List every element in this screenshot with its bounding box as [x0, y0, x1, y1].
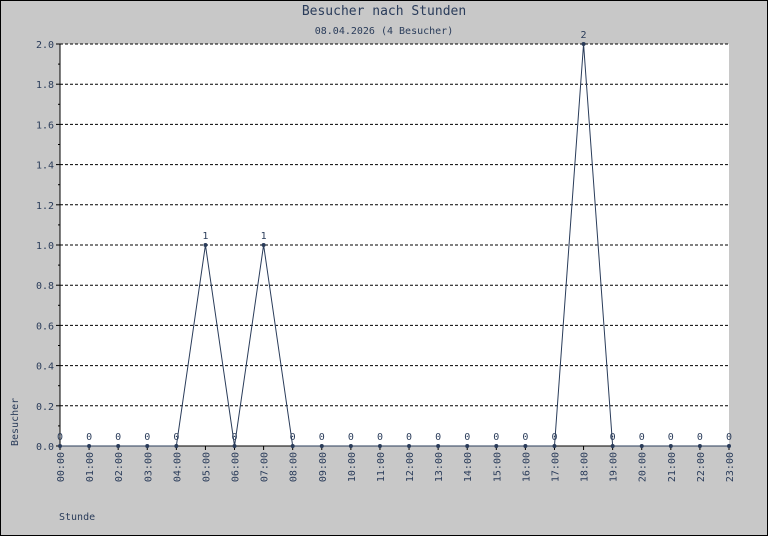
data-label: 0 [232, 432, 238, 443]
x-tick-label: 21:00 [667, 452, 678, 482]
data-point [348, 444, 353, 448]
data-label: 1 [261, 231, 267, 242]
data-label: 0 [551, 432, 557, 443]
y-ticks: 0.0 0.2 0.4 0.6 0.8 1.0 1.2 1.4 1.6 1.8 2.0 [36, 40, 54, 453]
x-tick-label: 06:00 [231, 452, 242, 482]
data-point [377, 444, 382, 448]
data-point [87, 444, 92, 448]
data-label: 0 [377, 432, 383, 443]
y-tick-label: 0.8 [36, 281, 54, 292]
x-tick-label: 17:00 [550, 452, 561, 482]
series-line [60, 43, 729, 447]
x-tick-label: 05:00 [201, 452, 212, 482]
data-point [203, 243, 208, 247]
x-tick-label: 03:00 [143, 452, 154, 482]
data-point [290, 444, 295, 448]
data-label: 0 [464, 432, 470, 443]
data-label: 0 [319, 432, 325, 443]
data-point [116, 444, 121, 448]
x-tick-label: 02:00 [114, 452, 125, 482]
x-tick-label: 23:00 [725, 452, 736, 482]
x-tick-label: 07:00 [260, 452, 271, 482]
data-label: 0 [435, 432, 441, 443]
data-label: 0 [57, 432, 63, 443]
y-tick-label: 1.2 [36, 201, 54, 212]
y-axis-label: Besucher [10, 398, 21, 446]
data-label: 0 [522, 432, 528, 443]
x-tick-label: 15:00 [492, 452, 503, 482]
data-label: 0 [173, 432, 179, 443]
data-point [610, 444, 615, 448]
data-label: 0 [697, 432, 703, 443]
y-tick-label: 0.6 [36, 321, 54, 332]
data-point [552, 444, 557, 448]
data-point [639, 444, 644, 448]
data-label: 2 [581, 30, 587, 41]
y-tick-label: 1.8 [36, 80, 54, 91]
y-tick-label: 1.4 [36, 161, 54, 172]
x-tick-label: 04:00 [172, 452, 183, 482]
x-tick-label: 14:00 [463, 452, 474, 482]
data-label: 0 [86, 432, 92, 443]
x-tick-label: 10:00 [347, 452, 358, 482]
data-point [436, 444, 441, 448]
data-label: 1 [202, 231, 208, 242]
chart-title: Besucher nach Stunden [301, 4, 467, 19]
x-tick-label: 01:00 [85, 452, 96, 482]
data-point [697, 444, 702, 448]
data-label: 0 [348, 432, 354, 443]
data-point [523, 444, 528, 448]
data-label: 0 [144, 432, 150, 443]
data-point [58, 444, 62, 448]
chart-subtitle: 08.04.2026 (4 Besucher) [314, 26, 454, 37]
data-point [727, 444, 731, 448]
data-point [261, 243, 266, 247]
x-tick-label: 08:00 [289, 452, 300, 482]
x-axis-label: Stunde [59, 512, 95, 523]
x-tick-label: 22:00 [696, 452, 707, 482]
data-label: 0 [406, 432, 412, 443]
x-tick-label: 19:00 [609, 452, 620, 482]
y-tick-label: 1.0 [36, 241, 54, 252]
x-tick-label: 16:00 [521, 452, 532, 482]
y-tick-label: 2.0 [36, 40, 54, 51]
y-tick-label: 0.4 [36, 362, 54, 373]
data-label: 0 [639, 432, 645, 443]
data-label: 0 [493, 432, 499, 443]
data-label: 0 [115, 432, 121, 443]
x-tick-label: 00:00 [56, 452, 67, 482]
x-tick-label: 20:00 [638, 452, 649, 482]
data-label: 0 [290, 432, 296, 443]
data-point [232, 444, 237, 448]
x-tick-label: 12:00 [405, 452, 416, 482]
y-tick-label: 0.2 [36, 402, 54, 413]
data-points [58, 42, 731, 448]
data-label: 0 [726, 432, 732, 443]
x-tick-label: 18:00 [580, 452, 591, 482]
gridlines [60, 43, 729, 407]
data-point [668, 444, 673, 448]
x-tick-label: 09:00 [318, 452, 329, 482]
y-tick-label: 0.0 [36, 442, 54, 453]
data-point [174, 444, 179, 448]
x-ticks: 00:00 01:00 02:00 03:00 04:00 05:00 06:00 07:00… [56, 452, 736, 482]
x-tick-label: 11:00 [376, 452, 387, 482]
data-point [319, 444, 324, 448]
data-point [494, 444, 499, 448]
data-labels: 0 0 0 0 0 1 0 1 0 0 0 0 0 0 0 0 0 0 2 0 0 0 0 0 [57, 30, 732, 443]
x-tick-label: 13:00 [434, 452, 445, 482]
data-point [465, 444, 470, 448]
data-label: 0 [610, 432, 616, 443]
data-point [581, 42, 586, 46]
data-label: 0 [668, 432, 674, 443]
data-point [145, 444, 150, 448]
y-tick-label: 1.6 [36, 120, 54, 131]
data-point [407, 444, 412, 448]
